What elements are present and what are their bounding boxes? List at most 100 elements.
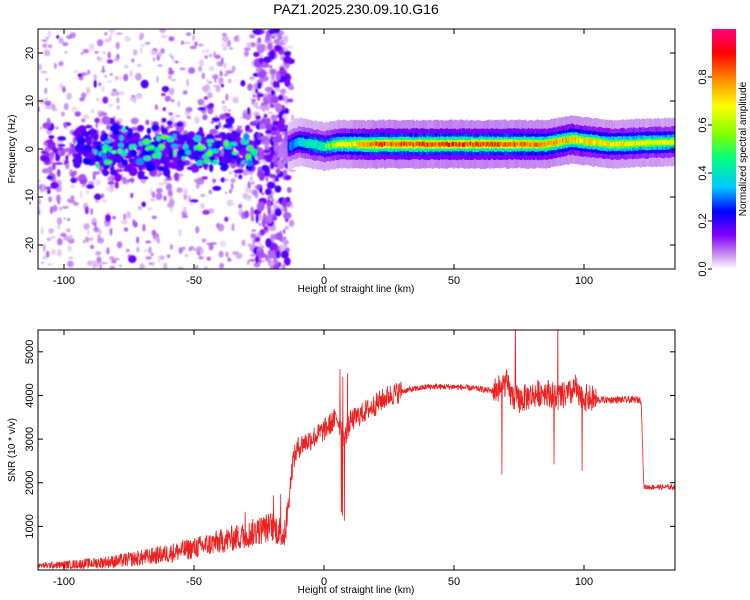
y-tick-label: 3000 xyxy=(24,427,36,451)
signal-blob xyxy=(202,163,209,168)
ridge-segment xyxy=(457,142,460,147)
ridge-segment xyxy=(477,142,480,147)
noise-blob xyxy=(95,251,102,256)
ridge-segment xyxy=(394,142,397,147)
noise-blob xyxy=(175,114,181,118)
ridge-segment xyxy=(313,139,316,149)
noise-blob xyxy=(58,61,64,67)
ridge-segment xyxy=(645,141,647,146)
chart-title: PAZ1.2025.230.09.10.G16 xyxy=(273,1,439,17)
noise-blob xyxy=(97,56,100,61)
noise-blob xyxy=(206,242,211,245)
ridge-segment xyxy=(353,141,356,147)
bright-blob xyxy=(118,148,122,154)
bright-blob xyxy=(206,139,214,143)
signal-blob xyxy=(137,171,145,180)
ridge-segment xyxy=(530,141,533,146)
signal-blob xyxy=(197,107,206,111)
spectrogram-heatmap xyxy=(38,29,675,269)
stripe-blob xyxy=(256,43,265,54)
ridge-segment xyxy=(554,140,556,146)
signal-blob xyxy=(57,136,66,142)
signal-blob xyxy=(233,169,242,174)
stripe-blob xyxy=(272,136,281,144)
bright-blob xyxy=(247,159,253,167)
ridge-segment xyxy=(365,141,368,147)
bright-blob xyxy=(166,136,174,142)
noise-blob xyxy=(64,51,68,54)
ridge-segment xyxy=(438,142,441,147)
noise-blob xyxy=(148,246,152,254)
noise-blob xyxy=(169,74,173,78)
noise-blob xyxy=(283,240,289,245)
noise-blob xyxy=(180,40,185,45)
noise-blob xyxy=(230,178,236,184)
noise-blob xyxy=(79,190,83,199)
noise-blob xyxy=(150,187,153,196)
noise-blob xyxy=(116,97,120,104)
ridge-segment xyxy=(463,142,465,147)
signal-blob xyxy=(49,151,55,157)
noise-blob xyxy=(188,247,192,252)
stripe-blob xyxy=(273,263,280,269)
signal-blob xyxy=(45,151,50,158)
noise-blob xyxy=(140,43,146,47)
noise-blob xyxy=(151,191,156,199)
ridge-segment xyxy=(435,141,438,146)
ridge-segment xyxy=(511,142,514,147)
ridge-segment xyxy=(431,142,434,147)
ridge-segment xyxy=(673,139,675,145)
noise-blob xyxy=(90,244,94,249)
ridge-segment xyxy=(595,139,598,145)
signal-blob xyxy=(240,80,246,87)
noise-blob xyxy=(201,72,205,80)
ridge-segment xyxy=(550,140,553,145)
ridge-segment xyxy=(318,141,321,150)
noise-blob xyxy=(107,176,112,182)
noise-blob xyxy=(179,67,186,71)
ridge-segment xyxy=(623,142,625,147)
noise-blob xyxy=(140,46,143,54)
ridge-segment xyxy=(447,142,450,147)
ridge-segment xyxy=(456,142,459,147)
ridge-segment xyxy=(417,141,420,147)
bright-blob xyxy=(172,133,177,139)
noise-blob xyxy=(205,83,211,91)
stripe-blob xyxy=(281,105,286,111)
noise-blob xyxy=(234,173,238,178)
stripe-blob xyxy=(265,238,272,248)
signal-blob xyxy=(50,181,59,189)
stripe-blob xyxy=(268,29,276,35)
noise-blob xyxy=(168,189,173,197)
signal-blob xyxy=(270,161,275,170)
ridge-segment xyxy=(629,141,632,146)
noise-blob xyxy=(91,260,99,266)
noise-blob xyxy=(247,259,250,266)
noise-blob xyxy=(206,78,209,83)
noise-blob xyxy=(46,237,52,241)
ridge-segment xyxy=(611,142,614,147)
ridge-segment xyxy=(464,141,467,147)
ridge-segment xyxy=(608,142,611,147)
noise-blob xyxy=(247,181,251,189)
noise-blob xyxy=(183,188,188,196)
signal-blob xyxy=(161,86,170,93)
stripe-blob xyxy=(275,232,283,241)
noise-blob xyxy=(265,104,270,112)
stripe-blob xyxy=(264,86,274,92)
signal-blob xyxy=(200,137,210,147)
noise-blob xyxy=(157,255,161,263)
noise-blob xyxy=(43,49,50,55)
ridge-segment xyxy=(444,141,447,147)
bright-blob xyxy=(100,152,107,158)
signal-blob xyxy=(76,137,86,143)
x-tick-label: -100 xyxy=(53,275,75,287)
stripe-blob xyxy=(274,103,282,113)
snr-line xyxy=(38,330,675,570)
signal-blob xyxy=(168,161,177,166)
noise-blob xyxy=(227,109,231,112)
ridge-segment xyxy=(672,139,675,144)
noise-blob xyxy=(171,56,174,59)
ridge-segment xyxy=(590,139,593,144)
signal-blob xyxy=(151,124,160,132)
